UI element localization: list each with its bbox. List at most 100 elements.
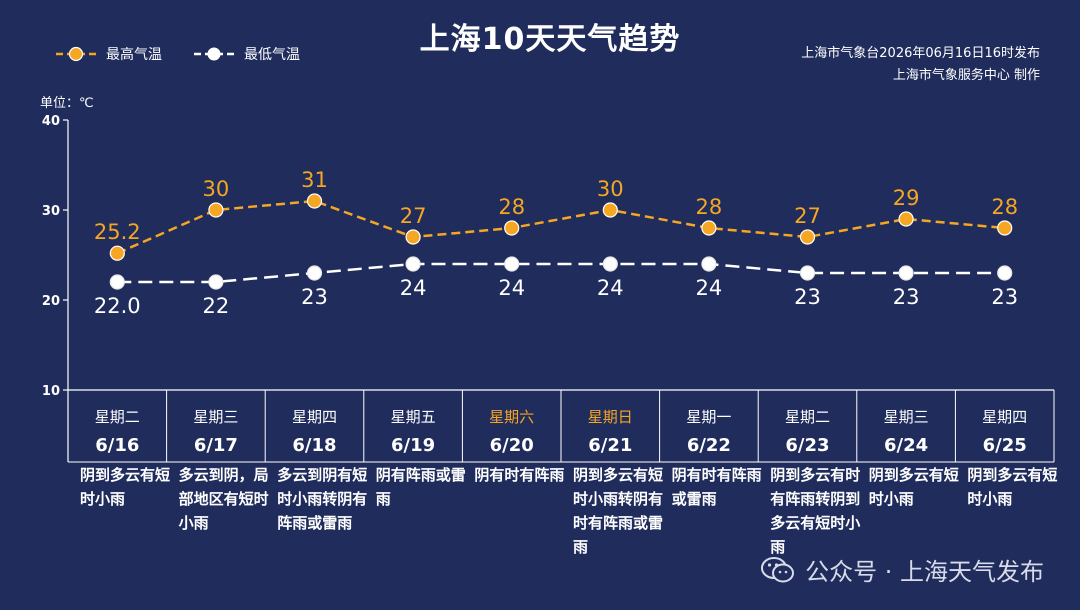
low-temp-label: 23 xyxy=(893,285,920,309)
weekday-label: 星期三 xyxy=(193,408,239,426)
high-temp-point xyxy=(701,220,717,236)
day-cell: 星期三 6/24 xyxy=(857,390,956,462)
weather-description: 阴有时有阵雨或雷雨 xyxy=(671,466,762,508)
watermark-text: 公众号 · 上海天气发布 xyxy=(805,558,1044,586)
legend-low-marker-icon xyxy=(194,47,234,61)
issuer-line-2: 上海市气象服务中心 制作 xyxy=(892,68,1040,83)
low-temp-point xyxy=(898,265,914,281)
day-cell: 星期一 6/22 xyxy=(660,390,759,462)
weekday-label: 星期四 xyxy=(291,408,337,426)
y-tick-label: 10 xyxy=(42,384,60,399)
weather-description: 阴有阵雨或雷雨 xyxy=(375,466,466,508)
low-temp-point xyxy=(701,256,717,272)
low-temp-point xyxy=(602,256,618,272)
date-label: 6/24 xyxy=(884,435,929,456)
day-cell: 星期六 6/20 xyxy=(462,390,561,462)
high-temp-point xyxy=(602,202,618,218)
high-temp-point xyxy=(109,245,125,261)
legend-high-marker-icon xyxy=(56,46,96,62)
day-cell: 星期日 6/21 xyxy=(561,390,660,462)
high-temp-point xyxy=(208,202,224,218)
low-temp-label: 23 xyxy=(794,285,821,309)
y-tick-label: 40 xyxy=(42,114,60,129)
issuer-line-1: 上海市气象台2026年06月16日16时发布 xyxy=(801,46,1040,61)
day-cell: 星期四 6/25 xyxy=(955,390,1054,462)
high-temp-point xyxy=(799,229,816,245)
date-label: 6/21 xyxy=(588,435,633,456)
high-temp-label: 31 xyxy=(301,168,328,192)
high-temp-point xyxy=(306,193,323,209)
high-temp-point xyxy=(504,220,520,236)
weather-description: 多云到阴，局部地区有短时小雨 xyxy=(178,466,269,532)
date-label: 6/25 xyxy=(982,435,1027,456)
weekday-label: 星期五 xyxy=(390,408,436,426)
low-temp-label: 24 xyxy=(597,276,624,300)
high-temp-label: 28 xyxy=(498,195,525,219)
y-tick-label: 30 xyxy=(42,204,60,219)
low-temp-point xyxy=(799,265,816,281)
high-temp-point xyxy=(405,229,421,245)
weather-description: 多云到阴有短时小雨转阴有阵雨或雷雨 xyxy=(277,466,368,532)
low-temp-label: 22.0 xyxy=(94,294,141,318)
weekday-label: 星期一 xyxy=(686,408,732,426)
weather-description: 阴到多云有时有阵雨转阴到多云有短时小雨 xyxy=(770,466,861,556)
low-temp-line xyxy=(117,262,1005,284)
high-temp-line xyxy=(116,199,1005,255)
weekday-label: 星期三 xyxy=(883,408,929,426)
weather-description: 阴有时有阵雨 xyxy=(474,466,565,484)
y-axis-unit-label: 单位：℃ xyxy=(40,96,94,111)
y-tick-label: 20 xyxy=(42,294,60,309)
date-label: 6/16 xyxy=(95,435,140,456)
low-temp-point xyxy=(504,256,520,272)
low-temp-point xyxy=(208,274,224,290)
date-label: 6/20 xyxy=(489,435,534,456)
legend-item-high: 最高气温 xyxy=(54,44,162,64)
watermark: 公众号 · 上海天气发布 xyxy=(759,552,1044,587)
date-label: 6/22 xyxy=(686,435,731,456)
weather-description: 阴到多云有短时小雨转阴有时有阵雨或雷雨 xyxy=(573,466,664,556)
date-label: 6/18 xyxy=(292,435,337,456)
wechat-icon xyxy=(761,556,795,582)
low-temp-label: 22 xyxy=(203,294,230,318)
low-temp-label: 23 xyxy=(301,285,328,309)
high-temp-label: 25.2 xyxy=(94,220,141,244)
weather-description: 阴到多云有短时小雨 xyxy=(967,466,1058,508)
high-temp-label: 28 xyxy=(991,195,1018,219)
weather-description: 阴到多云有短时小雨 xyxy=(868,466,959,508)
high-temp-label: 28 xyxy=(696,195,723,219)
weekday-label: 星期二 xyxy=(784,408,830,426)
day-cell: 星期二 6/23 xyxy=(758,390,857,462)
high-temp-point xyxy=(997,220,1013,236)
legend-item-low: 最低气温 xyxy=(192,44,300,64)
low-temp-label: 24 xyxy=(498,276,525,300)
legend-low-label: 最低气温 xyxy=(244,47,300,63)
low-temp-point xyxy=(997,265,1013,281)
weekday-label: 星期二 xyxy=(94,408,140,426)
chart-title: 上海10天天气趋势 xyxy=(419,22,681,57)
weekday-label: 星期四 xyxy=(982,408,1028,426)
high-temp-label: 30 xyxy=(597,177,624,201)
high-temp-label: 27 xyxy=(400,204,427,228)
weekday-label: 星期六 xyxy=(489,408,535,426)
high-temp-point xyxy=(898,211,914,227)
high-temp-label: 30 xyxy=(203,177,230,201)
low-temp-point xyxy=(306,265,323,281)
low-temp-point xyxy=(109,274,125,290)
low-temp-label: 24 xyxy=(696,276,723,300)
high-temp-label: 27 xyxy=(794,204,821,228)
date-label: 6/23 xyxy=(785,435,830,456)
date-label: 6/17 xyxy=(193,435,238,456)
low-temp-label: 24 xyxy=(400,276,427,300)
legend-high-label: 最高气温 xyxy=(106,47,162,63)
day-cell: 星期三 6/17 xyxy=(167,390,266,462)
weather-description: 阴到多云有短时小雨 xyxy=(80,466,171,508)
low-temp-label: 23 xyxy=(991,285,1018,309)
day-cell: 星期五 6/19 xyxy=(364,390,463,462)
high-temp-label: 29 xyxy=(893,186,920,210)
weekday-label: 星期日 xyxy=(587,408,633,426)
day-cell: 星期四 6/18 xyxy=(265,390,364,462)
date-label: 6/19 xyxy=(391,435,436,456)
low-temp-point xyxy=(405,256,421,272)
day-cell: 星期二 6/16 xyxy=(68,390,167,462)
